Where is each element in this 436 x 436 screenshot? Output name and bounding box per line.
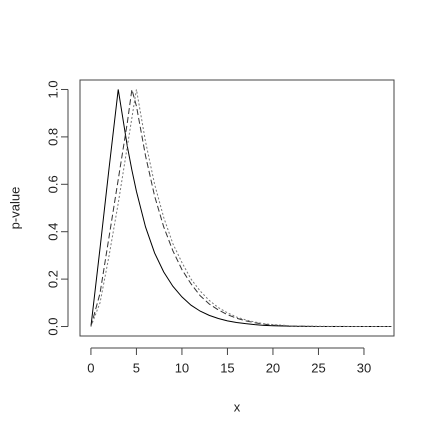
x-tick-label: 0 <box>87 360 94 375</box>
y-tick-label: 0.0 <box>45 317 60 335</box>
data-line <box>90 89 392 328</box>
x-tick-label: 10 <box>175 360 189 375</box>
y-tick-label: 0.2 <box>45 270 60 288</box>
x-tick-label: 15 <box>220 360 234 375</box>
y-axis-label: p-value <box>7 187 22 230</box>
y-tick-label: 0.4 <box>45 223 60 241</box>
data-line <box>90 89 392 328</box>
data-line <box>90 89 392 328</box>
x-tick-label: 5 <box>133 360 140 375</box>
x-tick-label: 25 <box>311 360 325 375</box>
x-tick-label: 20 <box>266 360 280 375</box>
y-tick-label: 1.0 <box>45 80 60 98</box>
x-axis-label: x <box>234 399 241 414</box>
y-tick-label: 0.8 <box>45 128 60 146</box>
plot-box <box>79 79 395 337</box>
x-tick-label: 30 <box>357 360 371 375</box>
y-tick-label: 0.6 <box>45 175 60 193</box>
